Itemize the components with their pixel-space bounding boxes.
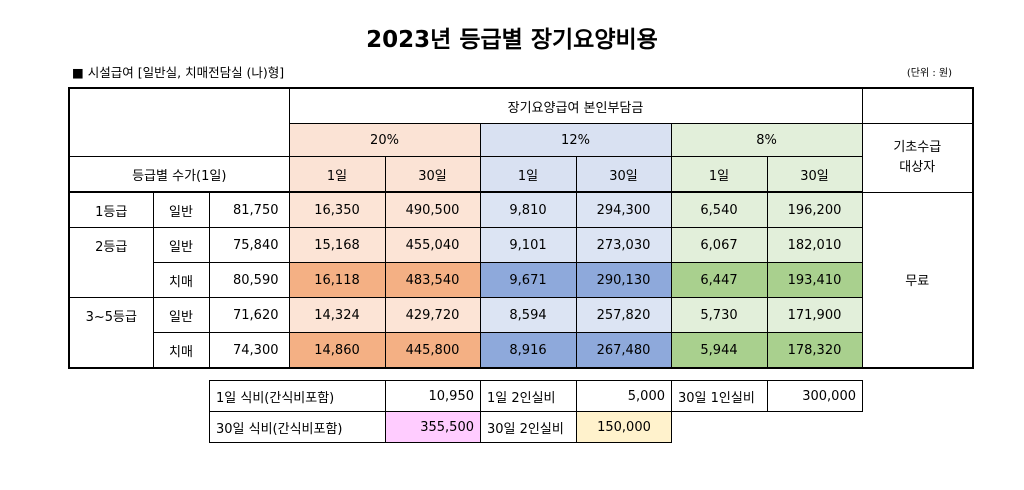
type-cell: 치매 [152, 332, 210, 369]
p8-1day-cell: 6,447 [670, 262, 768, 298]
day30-header-12: 30일 [575, 156, 672, 193]
room1-30day-value: 300,000 [767, 380, 863, 412]
p20-30day-cell: 445,800 [384, 332, 481, 369]
table-row: 1등급 일반 81,750 16,350 490,500 9,810 294,3… [68, 191, 974, 369]
p12-30day-cell: 290,130 [575, 262, 672, 298]
day30-header-20: 30일 [384, 156, 481, 193]
fee-cell: 80,590 [208, 262, 290, 298]
p8-30day-cell: 196,200 [766, 191, 863, 228]
grade-cell: 1등급 [68, 191, 154, 228]
room2-1day-label: 1일 2인실비 [480, 380, 577, 412]
day1-header-8: 1일 [670, 156, 768, 193]
empty-cell [672, 412, 768, 443]
type-cell: 치매 [152, 262, 210, 298]
p12-1day-cell: 8,916 [479, 332, 577, 369]
day1-header-20: 1일 [288, 156, 386, 193]
room2-30day-label: 30일 2인실비 [480, 411, 577, 443]
table-row: 30일 식비(간식비포함) 355,500 30일 2인실비 150,000 [209, 411, 863, 443]
p20-30day-cell: 429,720 [384, 297, 481, 333]
fee-cell: 71,620 [208, 297, 290, 333]
p12-1day-cell: 9,101 [479, 227, 577, 263]
page-title: 2023년 등급별 장기요양비용 [366, 27, 658, 53]
table-row: 치매 80,590 16,118 483,540 9,671 290,130 6… [68, 262, 973, 298]
table-row: 2등급 일반 75,840 15,168 455,040 9,101 273,0… [68, 227, 973, 263]
room2-1day-value: 5,000 [576, 380, 672, 412]
p12-30day-cell: 273,030 [575, 227, 672, 263]
fee-cell: 74,300 [208, 332, 290, 369]
grade-cell [68, 332, 154, 369]
grade-cell: 3~5등급 [68, 297, 154, 333]
p20-1day-cell: 14,324 [288, 297, 386, 333]
p12-30day-cell: 267,480 [575, 332, 672, 369]
p12-1day-cell: 8,594 [479, 297, 577, 333]
basic-recipient-header: 기초수급 대상자 [861, 123, 974, 193]
p8-1day-cell: 5,730 [670, 297, 768, 333]
p8-1day-cell: 6,067 [670, 227, 768, 263]
rate-8-header: 8% [670, 123, 863, 157]
p12-1day-cell: 9,671 [479, 262, 577, 298]
copay-header: 장기요양급여 본인부담금 [288, 87, 863, 124]
meal-30day-label: 30일 식비(간식비포함) [209, 411, 386, 443]
meal-1day-label: 1일 식비(간식비포함) [209, 380, 386, 412]
p8-30day-cell: 182,010 [766, 227, 863, 263]
type-cell: 일반 [152, 227, 210, 263]
p8-30day-cell: 193,410 [766, 262, 863, 298]
type-cell: 일반 [152, 191, 210, 228]
rate-12-header: 12% [479, 123, 672, 157]
p20-1day-cell: 16,350 [288, 191, 386, 228]
unit-label: (단위 : 원) [906, 68, 952, 79]
p20-30day-cell: 455,040 [384, 227, 481, 263]
free-cell: 무료 [861, 191, 974, 369]
fee-cell: 81,750 [208, 191, 290, 228]
corner-blank [68, 87, 290, 157]
meal-1day-value: 10,950 [385, 380, 481, 412]
p20-1day-cell: 16,118 [288, 262, 386, 298]
fee-cell: 75,840 [208, 227, 290, 263]
table-row: 1일 식비(간식비포함) 10,950 1일 2인실비 5,000 30일 1인… [209, 380, 863, 412]
type-cell: 일반 [152, 297, 210, 333]
grade-fee-header: 등급별 수가(1일) [68, 156, 290, 193]
p8-1day-cell: 6,540 [670, 191, 768, 228]
p12-30day-cell: 294,300 [575, 191, 672, 228]
p20-1day-cell: 14,860 [288, 332, 386, 369]
room1-30day-label: 30일 1인실비 [671, 380, 768, 412]
section-label: ■ 시설급여 [일반실, 치매전담실 (나)형] [72, 65, 285, 80]
day30-header-8: 30일 [766, 156, 863, 193]
p12-1day-cell: 9,810 [479, 191, 577, 228]
p8-1day-cell: 5,944 [670, 332, 768, 369]
p20-1day-cell: 15,168 [288, 227, 386, 263]
p8-30day-cell: 171,900 [766, 297, 863, 333]
grade-cell: 2등급 [68, 227, 154, 263]
meal-room-table: 1일 식비(간식비포함) 10,950 1일 2인실비 5,000 30일 1인… [209, 380, 863, 443]
table-row: 3~5등급 일반 71,620 14,324 429,720 8,594 257… [68, 297, 973, 333]
day1-header-12: 1일 [479, 156, 577, 193]
grade-cell [68, 262, 154, 298]
room2-30day-value: 150,000 [576, 411, 672, 443]
blank-header [861, 87, 974, 124]
empty-cell [768, 412, 863, 443]
p12-30day-cell: 257,820 [575, 297, 672, 333]
p8-30day-cell: 178,320 [766, 332, 863, 369]
table-row: 치매 74,300 14,860 445,800 8,916 267,480 5… [68, 332, 973, 369]
p20-30day-cell: 490,500 [384, 191, 481, 228]
p20-30day-cell: 483,540 [384, 262, 481, 298]
cost-table: 장기요양급여 본인부담금 20% 12% 8% 기초수급 대상자 등급별 수가(… [68, 87, 974, 369]
rate-20-header: 20% [288, 123, 481, 157]
meal-30day-value: 355,500 [385, 411, 481, 443]
